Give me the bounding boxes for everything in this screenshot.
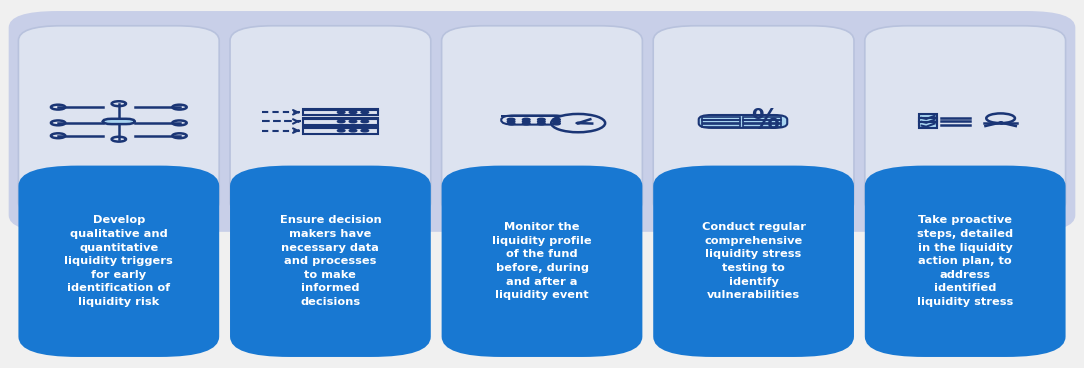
Circle shape xyxy=(361,129,369,132)
FancyBboxPatch shape xyxy=(865,26,1066,217)
FancyBboxPatch shape xyxy=(103,119,134,124)
Circle shape xyxy=(337,120,345,123)
Text: Conduct regular
comprehensive
liquidity stress
testing to
identify
vulnerabiliti: Conduct regular comprehensive liquidity … xyxy=(701,222,805,300)
Circle shape xyxy=(538,120,545,123)
Circle shape xyxy=(361,120,369,123)
Text: Ensure decision
makers have
necessary data
and processes
to make
informed
decisi: Ensure decision makers have necessary da… xyxy=(280,216,382,307)
Circle shape xyxy=(507,118,515,121)
Circle shape xyxy=(361,111,369,114)
FancyBboxPatch shape xyxy=(18,166,219,357)
Text: %: % xyxy=(751,107,779,135)
Text: Take proactive
steps, detailed
in the liquidity
action plan, to
address
identifi: Take proactive steps, detailed in the li… xyxy=(917,216,1014,307)
Circle shape xyxy=(507,120,515,123)
Circle shape xyxy=(576,123,580,124)
FancyBboxPatch shape xyxy=(501,116,567,117)
FancyBboxPatch shape xyxy=(302,109,378,116)
Circle shape xyxy=(349,111,357,114)
FancyBboxPatch shape xyxy=(302,118,378,125)
FancyBboxPatch shape xyxy=(654,26,854,217)
Circle shape xyxy=(522,122,530,125)
FancyBboxPatch shape xyxy=(919,122,938,128)
FancyBboxPatch shape xyxy=(919,118,938,125)
Text: Develop
qualitative and
quantitative
liquidity triggers
for early
identification: Develop qualitative and quantitative liq… xyxy=(64,216,173,307)
FancyBboxPatch shape xyxy=(919,114,938,121)
FancyBboxPatch shape xyxy=(865,166,1066,357)
FancyBboxPatch shape xyxy=(230,166,430,357)
Circle shape xyxy=(349,120,357,123)
FancyBboxPatch shape xyxy=(302,127,378,134)
Circle shape xyxy=(538,118,545,121)
FancyBboxPatch shape xyxy=(441,26,643,217)
Circle shape xyxy=(553,118,560,121)
FancyBboxPatch shape xyxy=(699,115,787,128)
Circle shape xyxy=(551,114,605,132)
Circle shape xyxy=(522,120,530,123)
Circle shape xyxy=(538,122,545,125)
Circle shape xyxy=(349,129,357,132)
Circle shape xyxy=(522,118,530,121)
FancyBboxPatch shape xyxy=(18,26,219,217)
FancyBboxPatch shape xyxy=(230,26,430,217)
FancyBboxPatch shape xyxy=(441,166,643,357)
Text: Monitor the
liquidity profile
of the fund
before, during
and after a
liquidity e: Monitor the liquidity profile of the fun… xyxy=(492,222,592,300)
FancyBboxPatch shape xyxy=(654,166,854,357)
Circle shape xyxy=(553,122,560,125)
Circle shape xyxy=(337,129,345,132)
Circle shape xyxy=(553,120,560,123)
Circle shape xyxy=(337,111,345,114)
Circle shape xyxy=(507,122,515,125)
FancyBboxPatch shape xyxy=(9,11,1075,232)
